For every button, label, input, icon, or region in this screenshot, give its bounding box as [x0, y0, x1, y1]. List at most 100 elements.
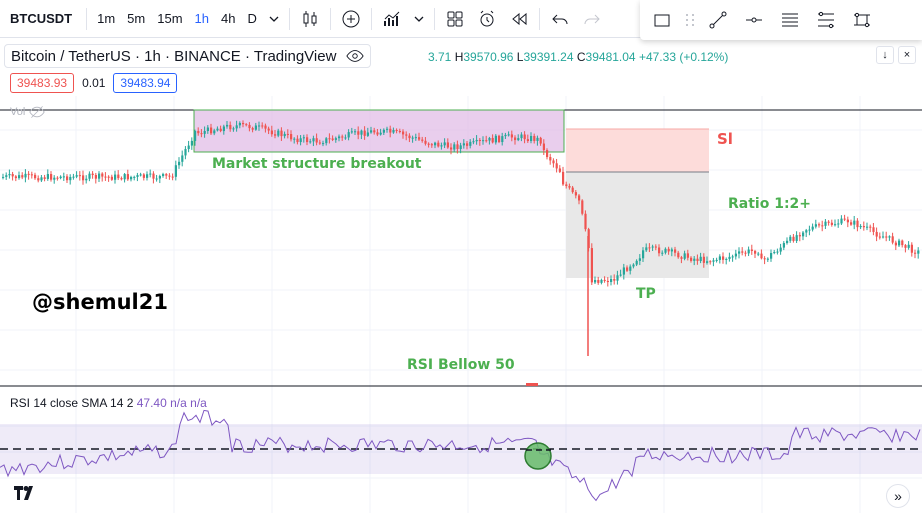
drawing-toolbar — [640, 0, 922, 40]
stop-loss-zone — [566, 129, 709, 172]
candle — [786, 240, 789, 244]
candles-icon[interactable] — [294, 0, 326, 38]
candle — [821, 225, 824, 227]
candle — [597, 280, 600, 283]
symbol-search[interactable]: BTCUSDT — [10, 10, 73, 26]
rectangle-icon[interactable] — [644, 1, 680, 39]
candle — [104, 176, 107, 178]
candle — [344, 137, 347, 139]
candle — [334, 138, 337, 140]
candle — [536, 137, 539, 141]
candle — [709, 261, 712, 263]
rsi-note-annotation: RSI Bellow 50 — [407, 357, 515, 373]
candle — [40, 177, 43, 181]
candle — [213, 130, 216, 134]
candle — [670, 249, 673, 252]
candle — [850, 222, 853, 225]
buy-button[interactable]: 39483.94 — [113, 73, 178, 93]
timeframe-d[interactable]: D — [247, 10, 257, 26]
candle — [888, 236, 891, 238]
redo-icon[interactable] — [576, 0, 608, 38]
candle — [478, 139, 481, 141]
candle — [520, 134, 523, 139]
candle — [382, 129, 385, 133]
take-profit-zone — [566, 172, 709, 278]
undo-icon[interactable] — [544, 0, 576, 38]
candle — [891, 236, 894, 243]
candle — [539, 137, 542, 144]
timeframe-1m[interactable]: 1m — [97, 10, 116, 26]
candle — [242, 122, 245, 125]
bar-chart-icon[interactable] — [376, 0, 408, 38]
candle — [469, 141, 472, 146]
trend-line-icon[interactable] — [700, 1, 736, 39]
ohlc-values: 3.71 H39570.96 L39391.24 C39481.04 +47.3… — [428, 50, 728, 64]
candle — [488, 137, 491, 141]
candle — [491, 137, 494, 143]
timeframe-4h[interactable]: 4h — [221, 10, 236, 26]
candle — [210, 127, 213, 134]
rsi-legend: RSI 14 close SMA 14 2 47.40 n/a n/a — [10, 396, 207, 410]
pattern-icon[interactable] — [844, 1, 880, 39]
candle — [427, 143, 430, 145]
replay-icon[interactable] — [503, 0, 535, 38]
toolbar-divider — [370, 7, 372, 30]
timeframe-5m[interactable]: 5m — [127, 10, 146, 26]
close-value: 39481.04 — [585, 50, 636, 64]
sell-button[interactable]: 39483.93 — [10, 73, 75, 93]
rsi-highlight-circle — [524, 442, 552, 470]
candle — [254, 125, 257, 130]
candle — [901, 240, 904, 246]
layouts-icon[interactable] — [439, 0, 471, 38]
candle — [72, 176, 75, 178]
candle — [18, 175, 21, 179]
candle — [357, 131, 360, 135]
timeframe-1h[interactable]: 1h — [194, 10, 209, 26]
alert-icon[interactable] — [471, 0, 503, 38]
candle — [34, 174, 37, 179]
chevron-down-icon[interactable] — [408, 0, 430, 38]
rsi-line — [0, 409, 921, 502]
toolbar-divider — [433, 7, 435, 30]
timeframe-15m[interactable]: 15m — [157, 10, 183, 26]
add-indicator-icon[interactable] — [335, 0, 367, 38]
candle — [898, 240, 901, 246]
candle — [251, 128, 254, 130]
candle — [814, 224, 817, 227]
candle — [824, 221, 827, 226]
candle — [370, 130, 373, 133]
candle — [514, 137, 517, 141]
horizontal-line-icon[interactable] — [736, 1, 772, 39]
candle — [133, 176, 136, 178]
candle — [590, 248, 593, 283]
fib-icon[interactable] — [808, 1, 844, 39]
candle — [293, 138, 296, 140]
tradingview-logo[interactable] — [14, 486, 36, 505]
candle — [574, 192, 577, 196]
candle — [856, 220, 859, 228]
drag-handle-icon[interactable] — [680, 1, 700, 39]
candle — [395, 129, 398, 131]
rsi-sma-value: n/a — [170, 396, 187, 410]
candle — [123, 174, 126, 180]
candle — [69, 176, 72, 181]
lines-icon[interactable] — [772, 1, 808, 39]
candle — [386, 128, 389, 130]
candle — [190, 140, 193, 146]
candle — [568, 186, 571, 188]
candle — [834, 224, 837, 226]
candle — [347, 132, 350, 138]
candle — [594, 280, 597, 283]
candle — [738, 251, 741, 254]
eye-icon[interactable] — [346, 47, 365, 65]
candle — [792, 236, 795, 241]
chevron-down-icon[interactable]: ↓ — [876, 46, 894, 64]
scroll-to-realtime-button[interactable]: » — [886, 484, 910, 508]
candle — [882, 236, 885, 238]
eye-hidden-icon[interactable] — [29, 104, 45, 120]
chevron-down-icon[interactable] — [263, 0, 285, 38]
close-icon[interactable]: × — [898, 46, 916, 64]
candle — [94, 175, 97, 179]
candle — [165, 174, 168, 176]
